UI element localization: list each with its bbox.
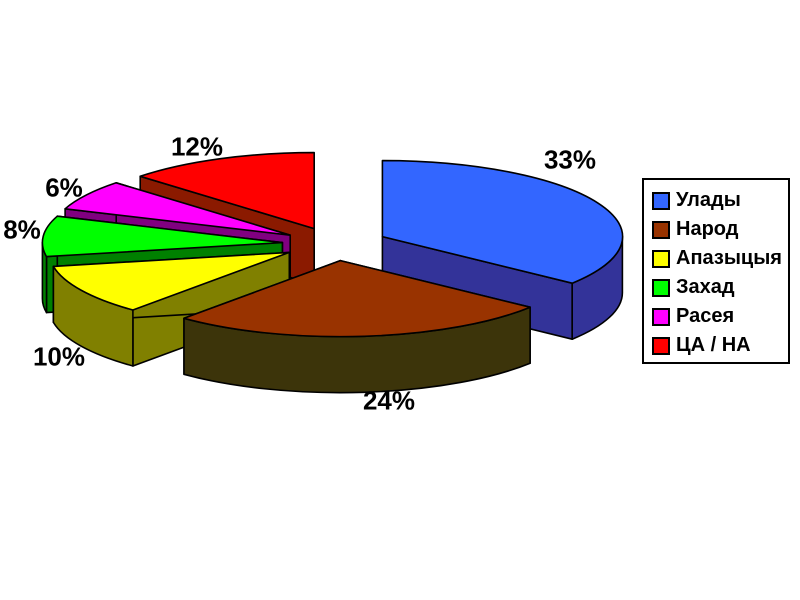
pie-percent-label: 8%	[3, 214, 41, 245]
pie-percent-label: 33%	[543, 144, 597, 175]
legend-swatch-icon	[652, 220, 670, 239]
legend-item: Апазыцыя	[652, 244, 788, 273]
legend-item-label: Апазыцыя	[676, 247, 782, 269]
pie-percent-label: 24%	[362, 385, 416, 416]
legend-item: Народ	[652, 215, 788, 244]
legend-swatch-icon	[652, 336, 670, 355]
legend-item: Расея	[652, 302, 788, 331]
legend-item-label: Улады	[676, 189, 741, 211]
pie-slice-2	[183, 259, 531, 394]
legend-item-label: Захад	[676, 276, 735, 298]
legend-item: Захад	[652, 273, 788, 302]
legend-item: ЦА / НА	[652, 331, 788, 360]
legend-box: Улады Народ Апазыцыя Захад Расея ЦА / НА	[642, 178, 790, 364]
pie-percent-label: 6%	[45, 172, 83, 203]
legend-item: Улады	[652, 186, 788, 215]
legend-item-label: ЦА / НА	[676, 334, 751, 356]
legend-swatch-icon	[652, 278, 670, 297]
pie-percent-label: 10%	[32, 341, 86, 372]
pie-percent-label: 12%	[170, 131, 224, 162]
legend-swatch-icon	[652, 191, 670, 210]
legend-swatch-icon	[652, 307, 670, 326]
legend-swatch-icon	[652, 249, 670, 268]
legend-item-label: Расея	[676, 305, 735, 327]
legend-item-label: Народ	[676, 218, 739, 240]
